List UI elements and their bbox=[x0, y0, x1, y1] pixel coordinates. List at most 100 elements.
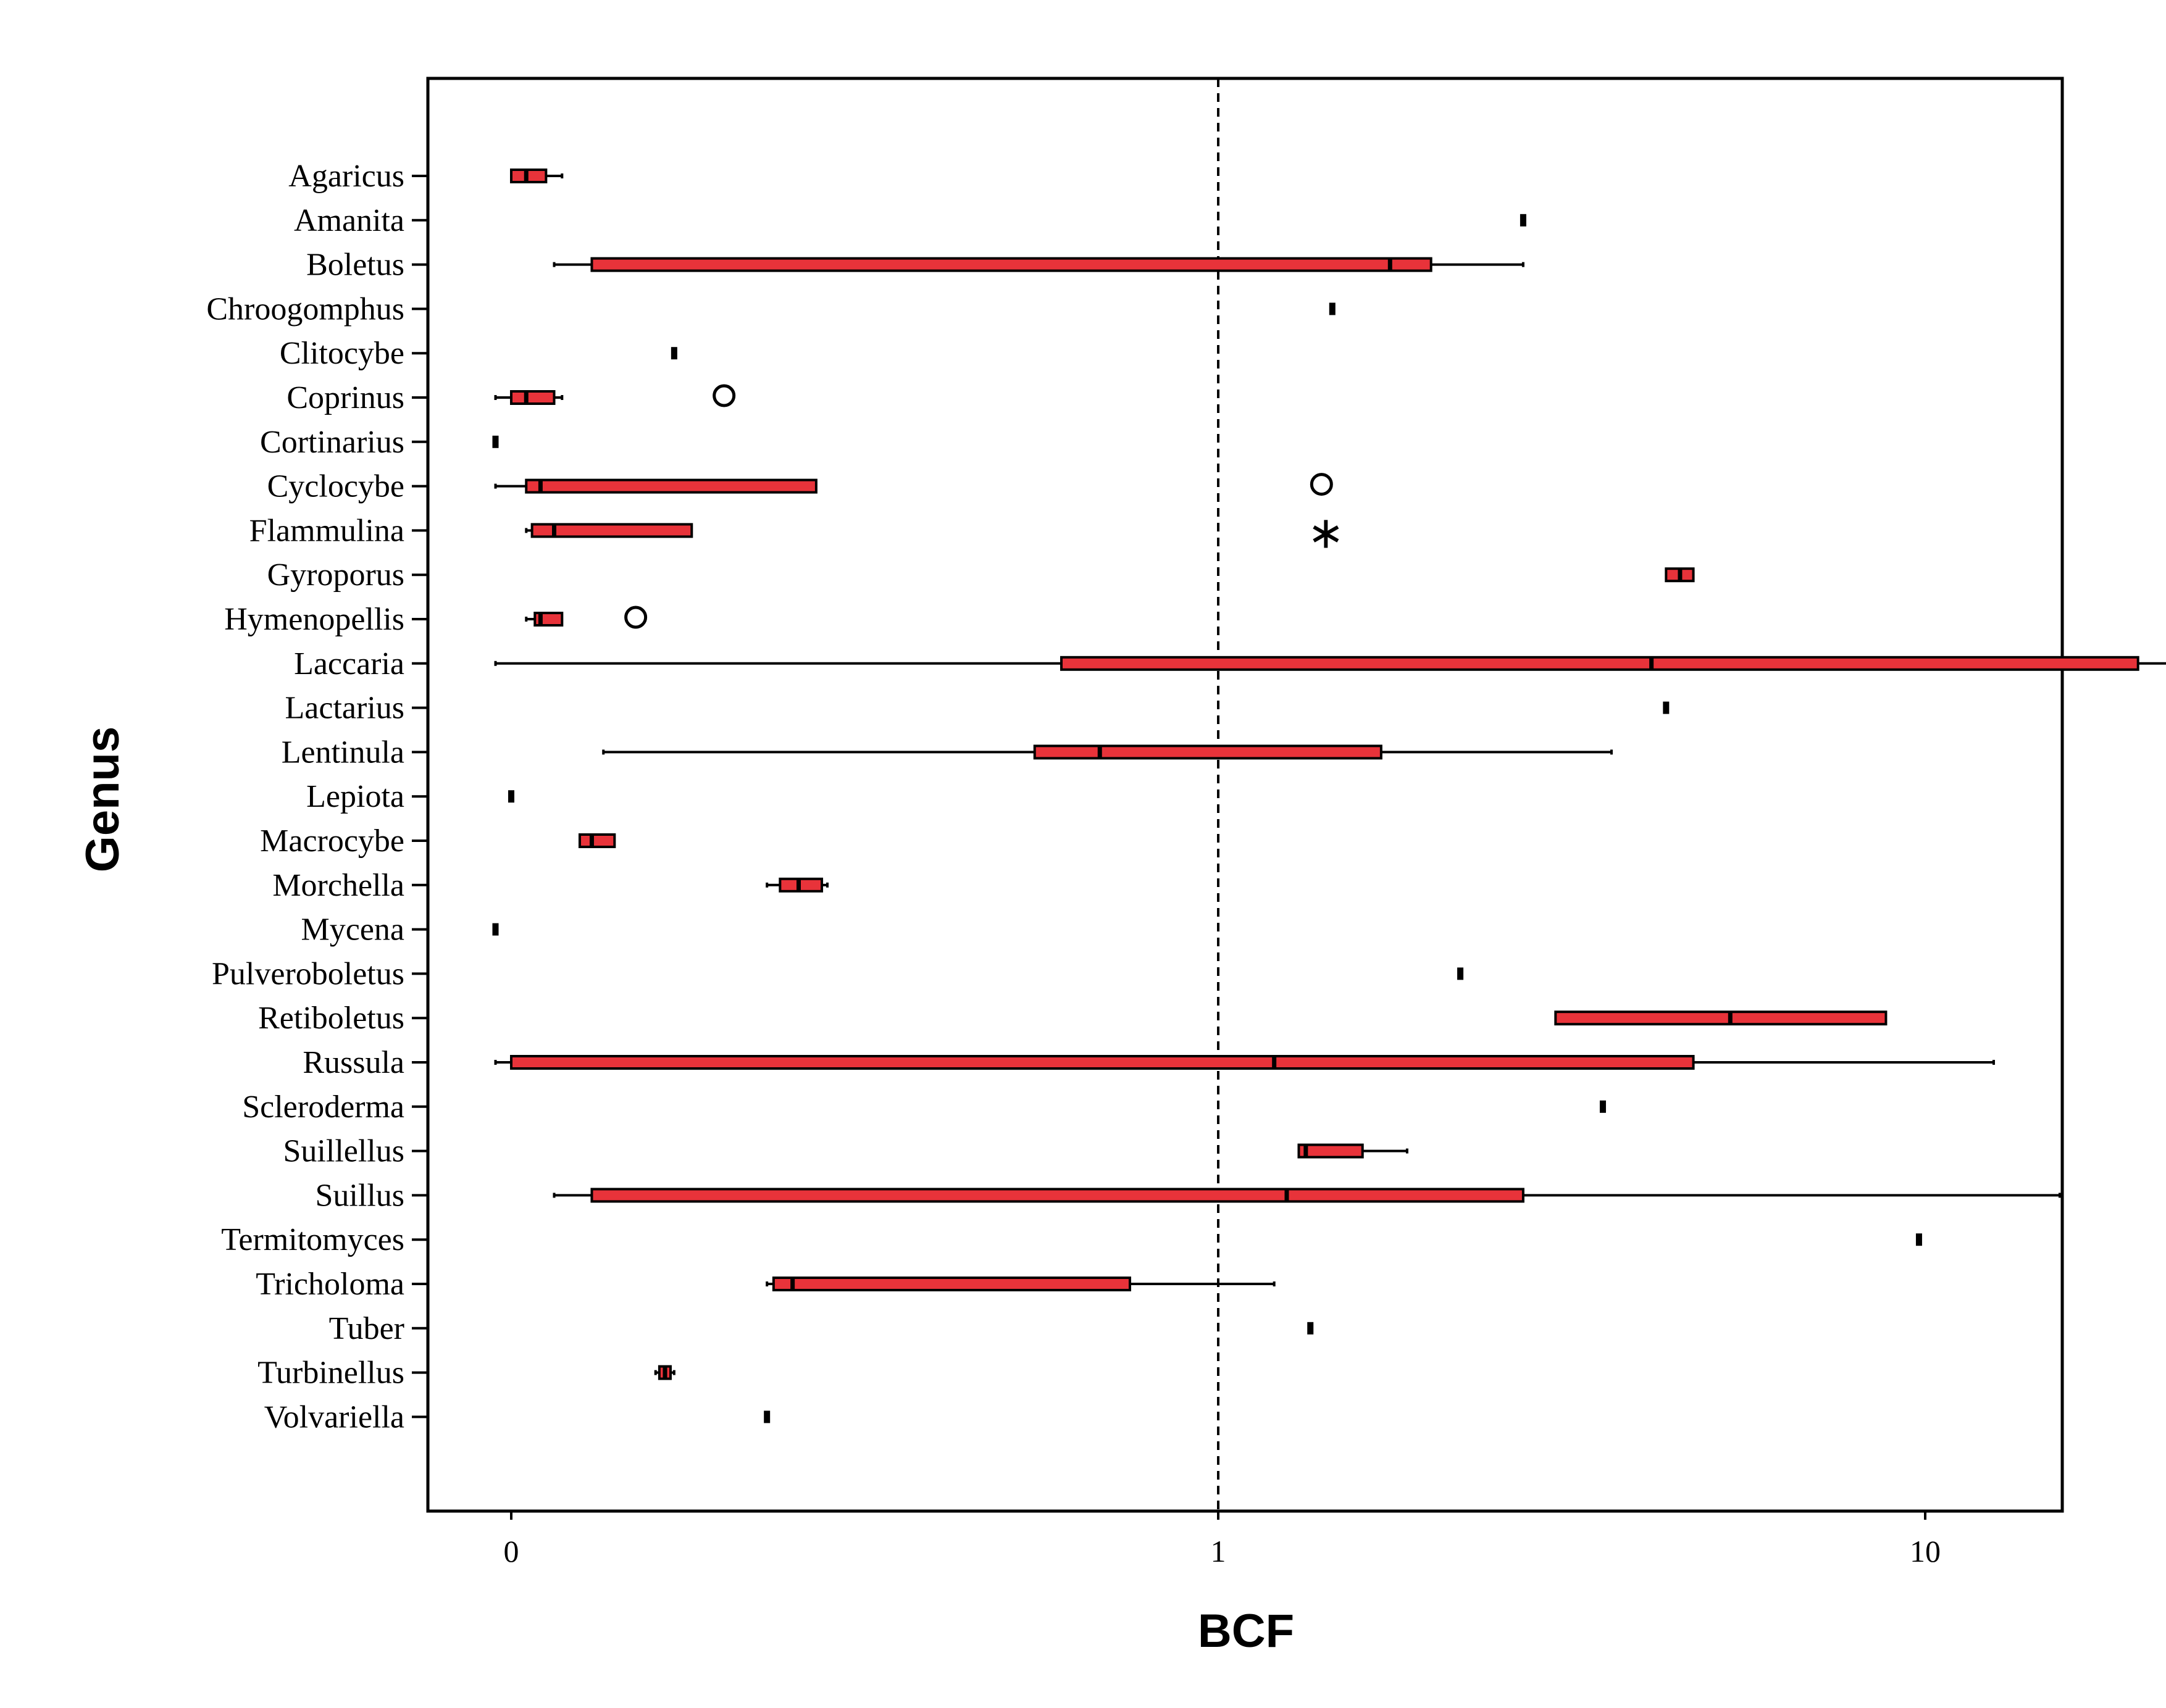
y-category-label: Cortinarius bbox=[260, 425, 404, 460]
box-laccaria bbox=[494, 656, 2166, 671]
box-suillellus bbox=[1297, 1143, 1408, 1159]
x-axis-title: BCF bbox=[1198, 1605, 1294, 1657]
y-category-label: Lentinula bbox=[282, 735, 404, 770]
extreme-star: ∗ bbox=[1307, 506, 1344, 558]
y-category-label: Laccaria bbox=[294, 646, 404, 681]
single-value-marker bbox=[508, 790, 514, 803]
y-category-label: Macrocybe bbox=[260, 823, 404, 859]
y-category-label: Tricholoma bbox=[256, 1267, 404, 1302]
y-category-label: Lactarius bbox=[285, 691, 404, 726]
box-iqr bbox=[1297, 1143, 1364, 1159]
boxes-group: ∗ bbox=[492, 169, 2166, 1423]
box-suillus bbox=[553, 1188, 2061, 1203]
single-value-marker bbox=[492, 923, 499, 936]
x-axis-ticks: 0110100 bbox=[504, 1511, 1941, 1568]
single-value-marker bbox=[1520, 214, 1526, 227]
box-iqr bbox=[772, 1277, 1131, 1291]
y-category-label: Gyroporus bbox=[267, 557, 404, 593]
y-category-label: Flammulina bbox=[249, 513, 404, 548]
y-category-label: Volvariella bbox=[264, 1399, 404, 1435]
box-cyclocybe bbox=[494, 473, 1333, 496]
box-russula bbox=[494, 1055, 1995, 1070]
y-axis-title: Genus bbox=[77, 727, 129, 873]
box-chroogomphus bbox=[1329, 302, 1336, 315]
single-value-marker bbox=[764, 1410, 771, 1423]
box-boletus bbox=[553, 257, 1524, 272]
box-retiboletus bbox=[1554, 1010, 1888, 1026]
x-tick-label: 10 bbox=[1910, 1534, 1941, 1568]
box-mycena bbox=[492, 923, 499, 936]
y-category-label: Russula bbox=[303, 1045, 404, 1080]
x-tick-label: 0 bbox=[504, 1534, 519, 1568]
y-category-label: Coprinus bbox=[286, 380, 404, 415]
y-category-label: Chroogomphus bbox=[206, 291, 404, 327]
box-turbinellus bbox=[654, 1365, 675, 1380]
x-tick-label: 1 bbox=[1211, 1534, 1226, 1568]
single-value-marker bbox=[1329, 302, 1336, 315]
outlier-circle bbox=[624, 606, 648, 629]
y-category-label: Lepiota bbox=[306, 779, 404, 814]
y-category-label: Boletus bbox=[306, 248, 404, 283]
y-category-label: Termitomyces bbox=[221, 1222, 404, 1257]
y-category-label: Mycena bbox=[301, 912, 404, 948]
box-iqr bbox=[510, 169, 548, 183]
box-lactarius bbox=[1663, 701, 1670, 714]
box-clitocybe bbox=[671, 347, 677, 360]
y-category-label: Clitocybe bbox=[280, 336, 404, 371]
single-value-marker bbox=[1307, 1322, 1314, 1335]
box-coprinus bbox=[494, 384, 736, 407]
box-morchella bbox=[766, 877, 829, 893]
y-category-label: Cyclocybe bbox=[267, 469, 404, 504]
box-macrocybe bbox=[578, 833, 616, 848]
box-lepiota bbox=[508, 790, 514, 803]
y-category-label: Suillus bbox=[316, 1178, 405, 1213]
box-pulveroboletus bbox=[1457, 967, 1464, 980]
box-cortinarius bbox=[492, 435, 499, 448]
single-value-marker bbox=[1915, 1233, 1922, 1246]
box-iqr bbox=[590, 1188, 1524, 1203]
plot-frame bbox=[426, 77, 2064, 1513]
box-iqr bbox=[1060, 656, 2139, 671]
box-amanita bbox=[1520, 214, 1526, 227]
box-iqr bbox=[578, 833, 616, 848]
single-value-marker bbox=[1457, 967, 1464, 980]
y-category-label: Tuber bbox=[329, 1311, 404, 1346]
y-category-label: Retiboletus bbox=[258, 1001, 404, 1036]
box-tricholoma bbox=[766, 1277, 1276, 1291]
single-value-marker bbox=[671, 347, 677, 360]
y-category-label: Suillellus bbox=[283, 1134, 404, 1169]
box-termitomyces bbox=[1915, 1233, 1922, 1246]
outlier-circle bbox=[1310, 473, 1333, 496]
box-iqr bbox=[1033, 744, 1382, 760]
box-scleroderma bbox=[1599, 1100, 1606, 1113]
y-category-label: Hymenopellis bbox=[224, 602, 404, 637]
box-iqr bbox=[590, 257, 1432, 272]
outlier-circle bbox=[713, 384, 736, 407]
box-flammulina: ∗ bbox=[525, 506, 1345, 558]
y-category-label: Amanita bbox=[294, 203, 404, 238]
y-category-label: Pulveroboletus bbox=[212, 956, 404, 991]
box-iqr bbox=[510, 1055, 1695, 1070]
y-category-label: Scleroderma bbox=[242, 1089, 404, 1125]
plot-border bbox=[426, 77, 2064, 1513]
y-category-label: Turbinellus bbox=[257, 1356, 404, 1391]
single-value-marker bbox=[492, 435, 499, 448]
box-tuber bbox=[1307, 1322, 1314, 1335]
box-iqr bbox=[1554, 1010, 1888, 1026]
box-gyroporus bbox=[1665, 567, 1695, 583]
single-value-marker bbox=[1599, 1100, 1606, 1113]
box-volvariella bbox=[764, 1410, 771, 1423]
y-axis-ticks: Agaricus Amanita Boletus Chroogomphus Clitoc… bbox=[206, 159, 428, 1435]
box-iqr bbox=[525, 478, 817, 494]
box-lentinula bbox=[602, 744, 1613, 760]
box-iqr bbox=[530, 523, 693, 538]
box-iqr bbox=[510, 390, 556, 405]
y-category-label: Agaricus bbox=[288, 159, 404, 194]
y-category-label: Morchella bbox=[272, 868, 404, 903]
single-value-marker bbox=[1663, 701, 1670, 714]
box-hymenopellis bbox=[525, 606, 648, 629]
box-iqr bbox=[779, 877, 824, 893]
box-agaricus bbox=[510, 169, 564, 183]
